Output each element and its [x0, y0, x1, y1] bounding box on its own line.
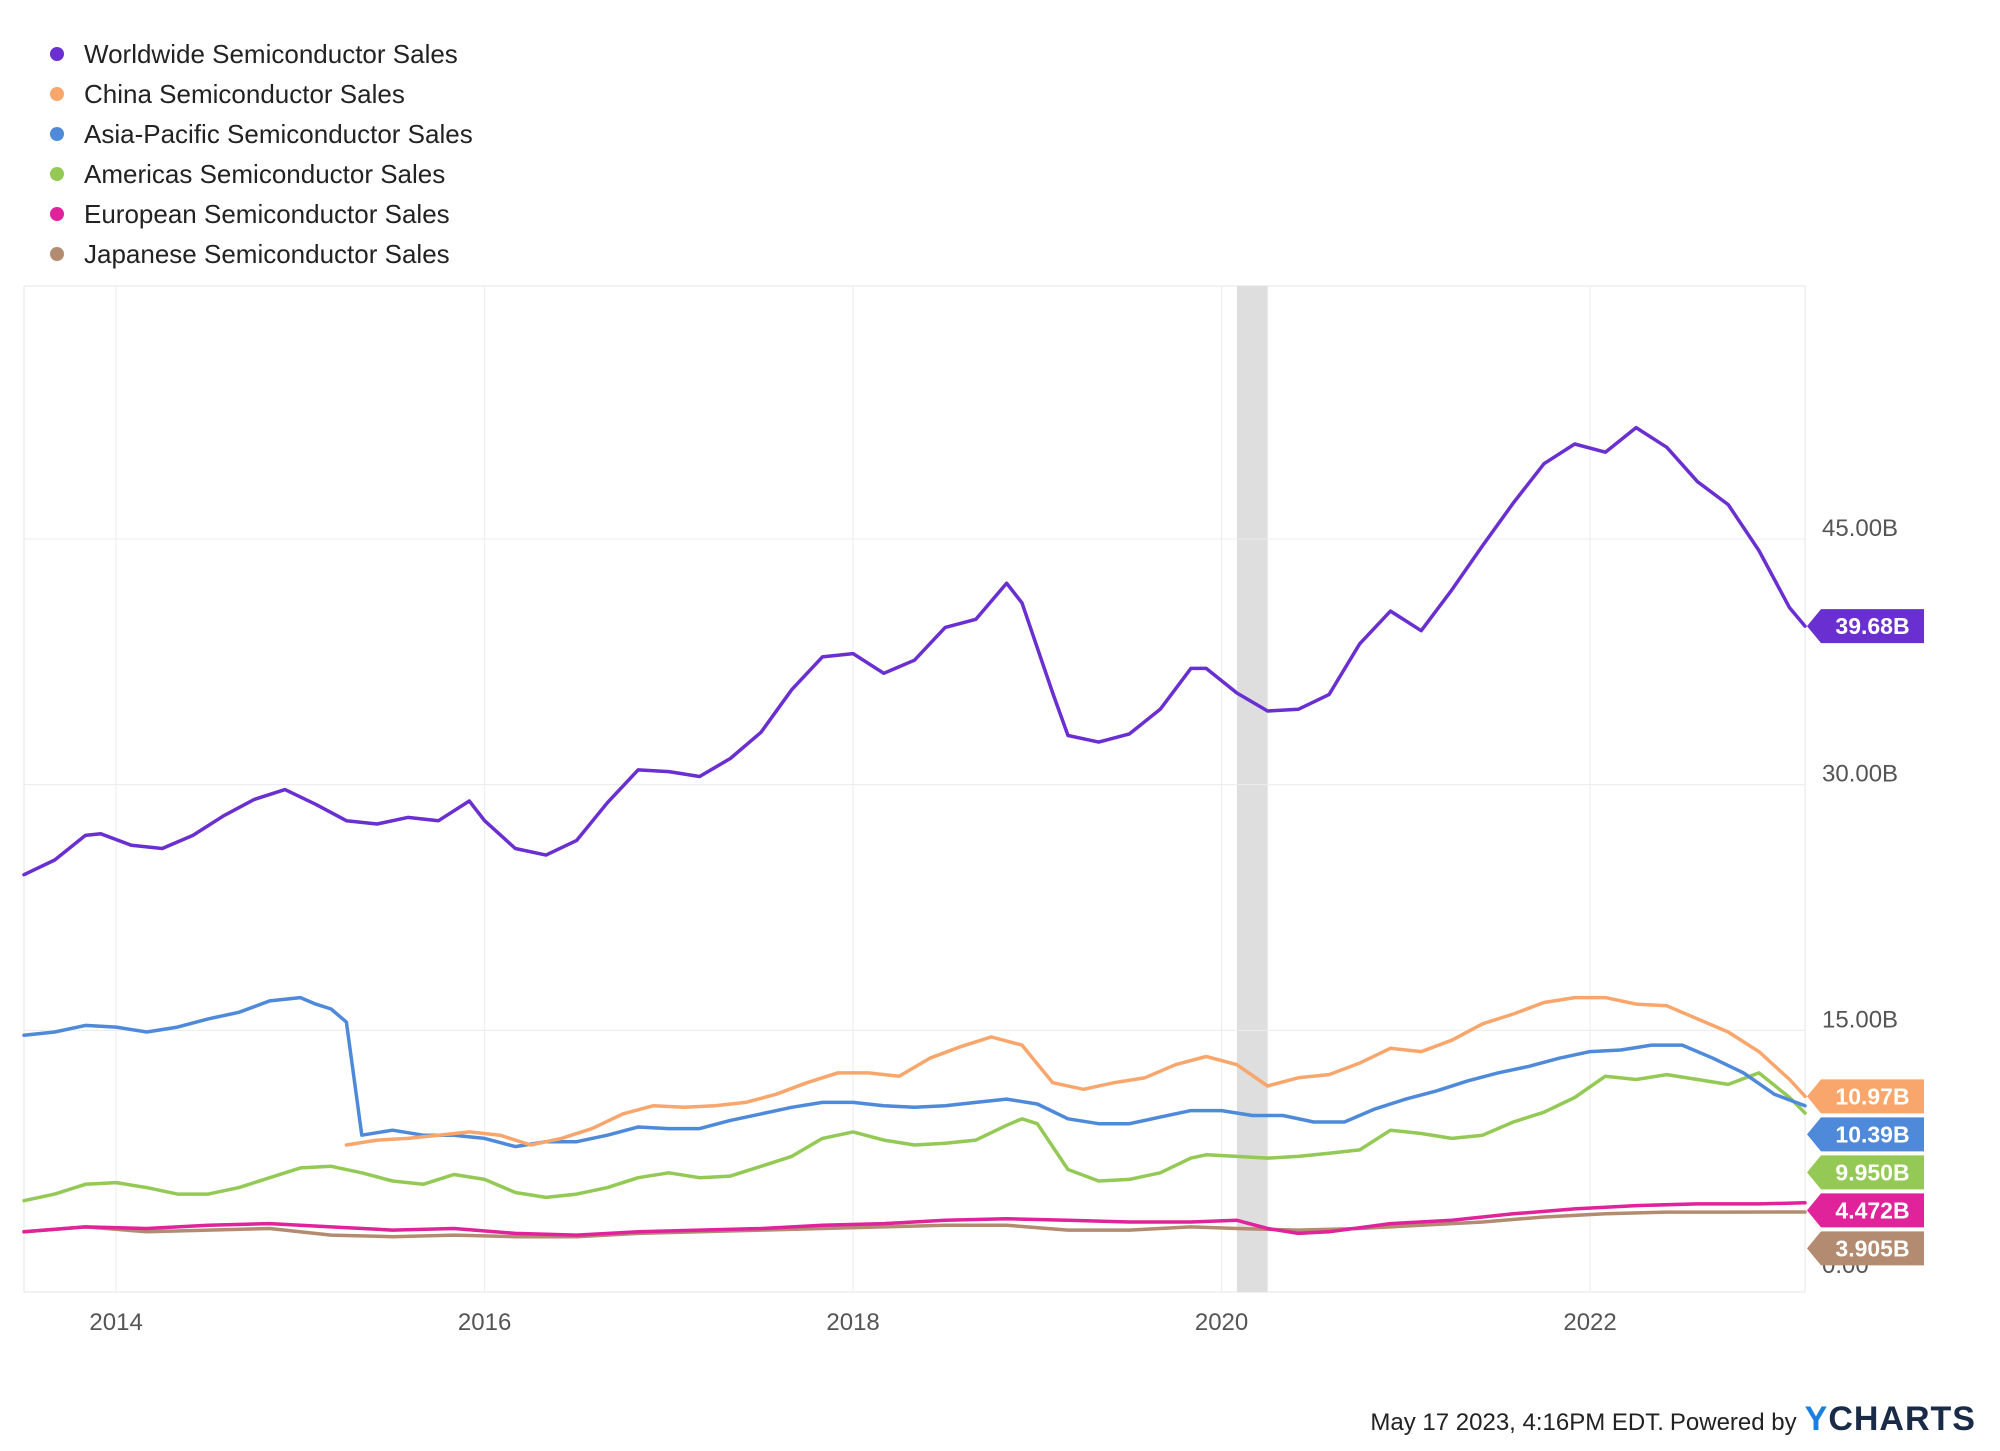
- ycharts-logo-y: Y: [1804, 1400, 1829, 1438]
- footer-timestamp: May 17 2023, 4:16PM EDT.: [1370, 1409, 1664, 1436]
- legend-item[interactable]: Worldwide Semiconductor Sales: [50, 34, 473, 74]
- footer-powered-by: Powered by: [1669, 1409, 1797, 1436]
- chart-footer: May 17 2023, 4:16PM EDT. Powered by YCHA…: [1370, 1400, 1976, 1439]
- legend-dot-icon: [50, 87, 64, 101]
- end-value-label: 39.68B: [1835, 613, 1909, 639]
- legend-item[interactable]: Americas Semiconductor Sales: [50, 154, 473, 194]
- legend-label: Americas Semiconductor Sales: [84, 158, 446, 189]
- end-value-flag: [1807, 1155, 1924, 1190]
- ycharts-logo[interactable]: YCHARTS: [1805, 1400, 1976, 1439]
- series-line-americas-semiconductor-sales: [22, 1071, 1807, 1203]
- end-label-layer: 39.68B 10.97B 10.39B 9.950B 4.472B 3.905B: [1807, 609, 1924, 1266]
- end-value-flag: [1807, 609, 1924, 644]
- legend-item[interactable]: Japanese Semiconductor Sales: [50, 234, 473, 274]
- x-tick-label: 2018: [826, 1309, 879, 1336]
- legend-dot-icon: [50, 127, 64, 141]
- axis-layer: 2014 2016 2018 2020 20220.0015.00B30.00B45.0…: [89, 515, 1898, 1336]
- legend-label: Worldwide Semiconductor Sales: [84, 38, 458, 69]
- plot-frame: [23, 285, 1806, 1293]
- y-tick-label: 45.00B: [1822, 515, 1898, 542]
- end-value-flag: [1807, 1193, 1924, 1228]
- x-tick-label: 2022: [1563, 1309, 1616, 1336]
- end-value-flag: [1807, 1079, 1924, 1114]
- series-layer: [22, 425, 1807, 1239]
- y-tick-label: 15.00B: [1822, 1006, 1898, 1033]
- legend-dot-icon: [50, 47, 64, 61]
- chart-legend: Worldwide Semiconductor Sales China Semic…: [50, 34, 473, 274]
- legend-label: China Semiconductor Sales: [84, 78, 405, 109]
- x-tick-label: 2020: [1195, 1309, 1248, 1336]
- legend-item[interactable]: European Semiconductor Sales: [50, 194, 473, 234]
- legend-dot-icon: [50, 247, 64, 261]
- recession-shading: [1236, 286, 1268, 1292]
- grid-layer: [23, 285, 1806, 1293]
- legend-dot-icon: [50, 167, 64, 181]
- series-line-china-semiconductor-sales: [344, 995, 1807, 1147]
- end-value-flag: [1807, 1231, 1924, 1266]
- legend-dot-icon: [50, 207, 64, 221]
- end-value-label: 3.905B: [1835, 1235, 1909, 1261]
- end-value-label: 10.39B: [1835, 1121, 1909, 1147]
- legend-label: Asia-Pacific Semiconductor Sales: [84, 118, 473, 149]
- series-line-worldwide-semiconductor-sales: [22, 425, 1807, 877]
- legend-item[interactable]: Asia-Pacific Semiconductor Sales: [50, 114, 473, 154]
- x-tick-label: 2016: [458, 1309, 511, 1336]
- legend-label: Japanese Semiconductor Sales: [84, 238, 450, 269]
- end-value-label: 10.97B: [1835, 1083, 1909, 1109]
- series-line-japanese-semiconductor-sales: [22, 1210, 1807, 1239]
- end-value-flag: [1807, 1117, 1924, 1152]
- series-line-asia-pacific-semiconductor-sales: [22, 995, 1807, 1149]
- legend-item[interactable]: China Semiconductor Sales: [50, 74, 473, 114]
- series-line-european-semiconductor-sales: [22, 1201, 1807, 1237]
- x-tick-label: 2014: [89, 1309, 142, 1336]
- y-tick-label: 30.00B: [1822, 761, 1898, 788]
- ycharts-logo-rest: CHARTS: [1828, 1400, 1976, 1438]
- end-value-label: 4.472B: [1835, 1197, 1909, 1223]
- legend-label: European Semiconductor Sales: [84, 198, 450, 229]
- end-value-label: 9.950B: [1835, 1159, 1909, 1185]
